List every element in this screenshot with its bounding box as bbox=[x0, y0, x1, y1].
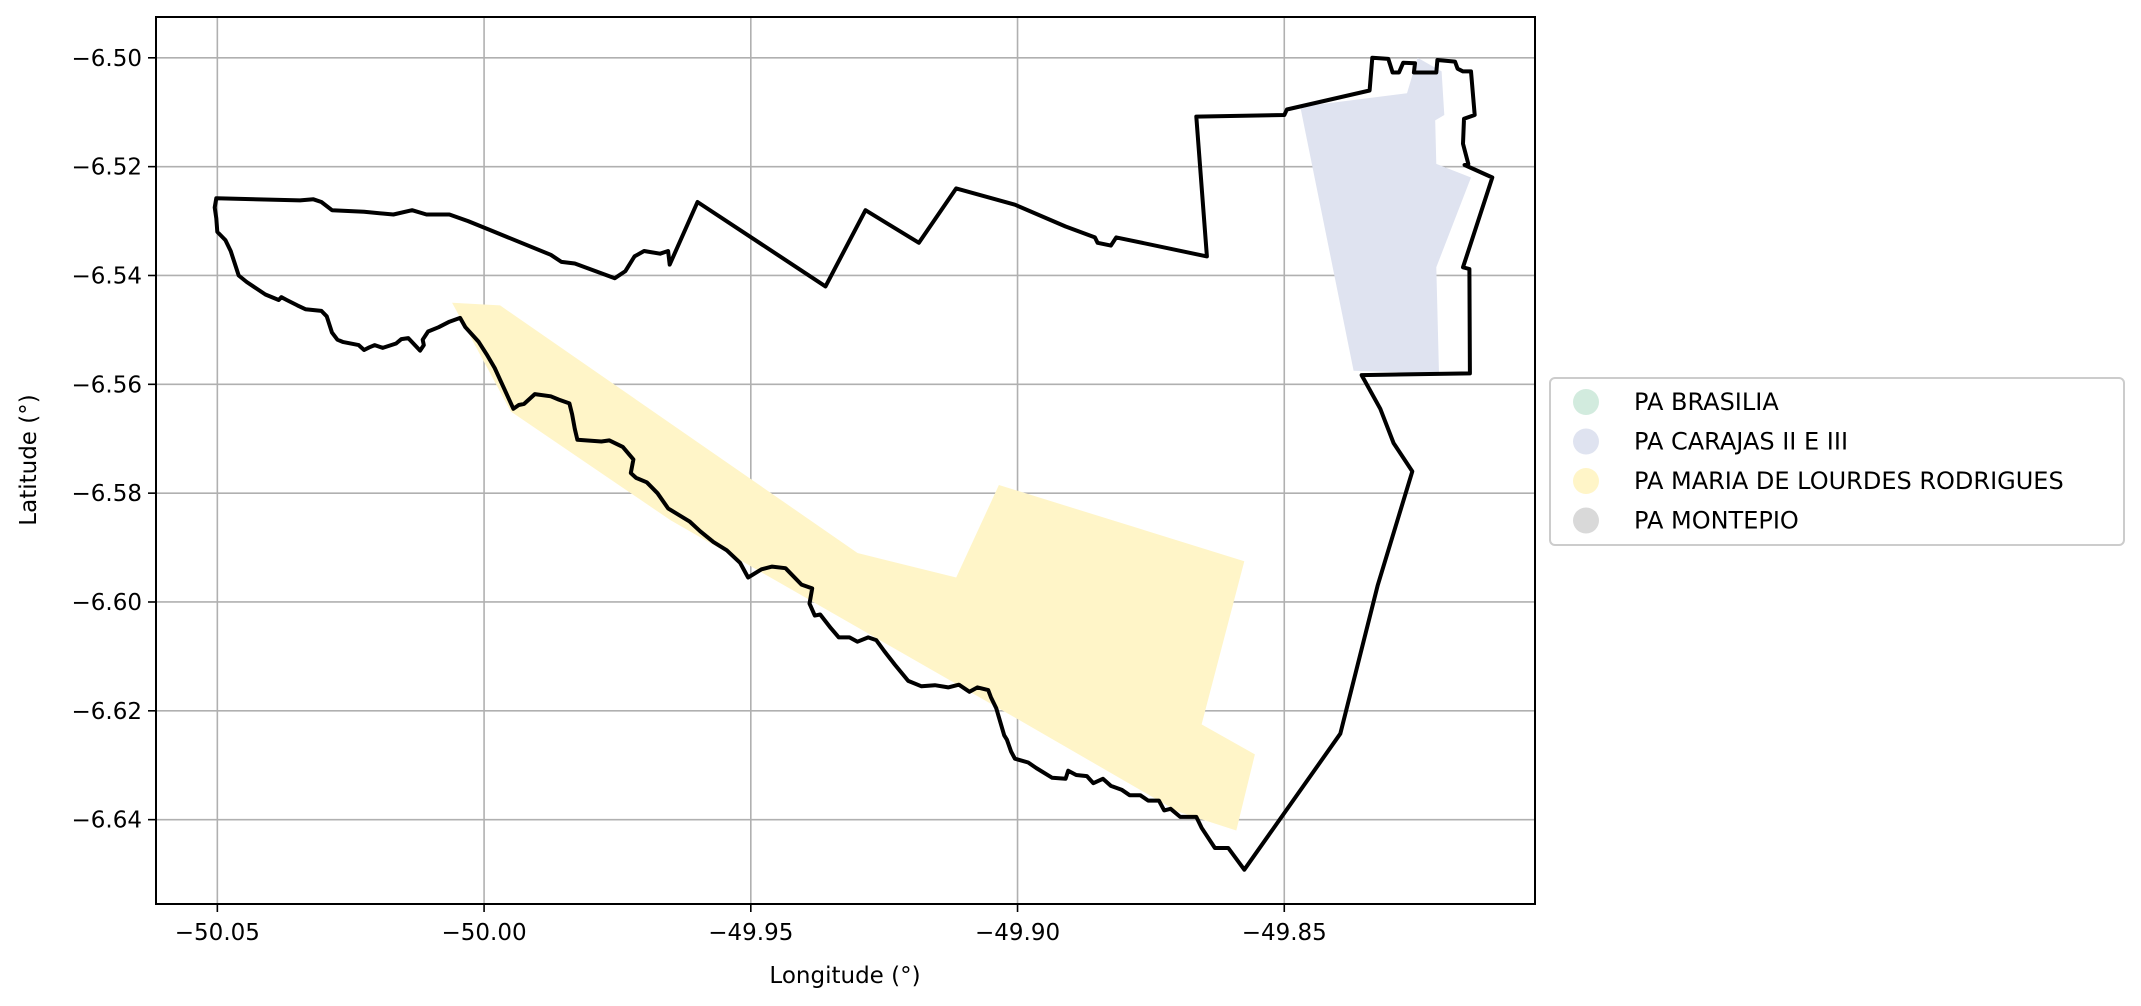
y-tick-label: −6.54 bbox=[72, 263, 142, 289]
x-axis-title: Longitude (°) bbox=[769, 963, 920, 989]
legend-label: PA BRASILIA bbox=[1634, 388, 1779, 416]
region-pa-maria-de-lourdes-rodrigues bbox=[452, 302, 1255, 831]
y-tick-label: −6.52 bbox=[72, 155, 142, 181]
legend-label: PA MONTEPIO bbox=[1634, 507, 1799, 535]
x-tick-label: −49.90 bbox=[975, 920, 1060, 946]
x-tick-label: −50.05 bbox=[175, 920, 260, 946]
x-tick-label: −49.85 bbox=[1242, 920, 1327, 946]
legend-swatch bbox=[1573, 389, 1599, 415]
boundary-layer bbox=[212, 55, 1495, 872]
legend-box bbox=[1549, 377, 2125, 546]
y-tick-label: −6.60 bbox=[72, 590, 142, 616]
legend-swatch bbox=[1573, 468, 1599, 494]
y-tick-label: −6.50 bbox=[72, 46, 142, 72]
y-tick-label: −6.62 bbox=[72, 699, 142, 725]
legend-swatch bbox=[1573, 507, 1599, 534]
axis-ticks: −50.05 −50.00 −49.95 −49.90 −49.85 −6.50 −6.52… bbox=[72, 46, 1327, 946]
region-pa-carajas-ii-e-iii bbox=[1300, 57, 1471, 374]
y-tick-label: −6.56 bbox=[72, 372, 142, 398]
x-tick-label: −50.00 bbox=[442, 920, 527, 946]
legend-label: PA CARAJAS II E III bbox=[1634, 428, 1848, 456]
y-axis-title: Latitude (°) bbox=[16, 394, 42, 525]
plot-frame bbox=[155, 16, 1536, 905]
y-tick-label: −6.64 bbox=[72, 808, 142, 834]
boundary-outline bbox=[212, 55, 1495, 872]
legend: PA BRASILIA PA CARAJAS II E III PA MARIA D… bbox=[1549, 377, 2125, 546]
legend-label: PA MARIA DE LOURDES RODRIGUES bbox=[1634, 467, 2064, 495]
region-polygons bbox=[452, 57, 1471, 831]
grid-lines bbox=[156, 17, 1535, 904]
x-tick-label: −49.95 bbox=[708, 920, 793, 946]
legend-swatch bbox=[1573, 428, 1599, 455]
y-tick-label: −6.58 bbox=[72, 481, 142, 507]
